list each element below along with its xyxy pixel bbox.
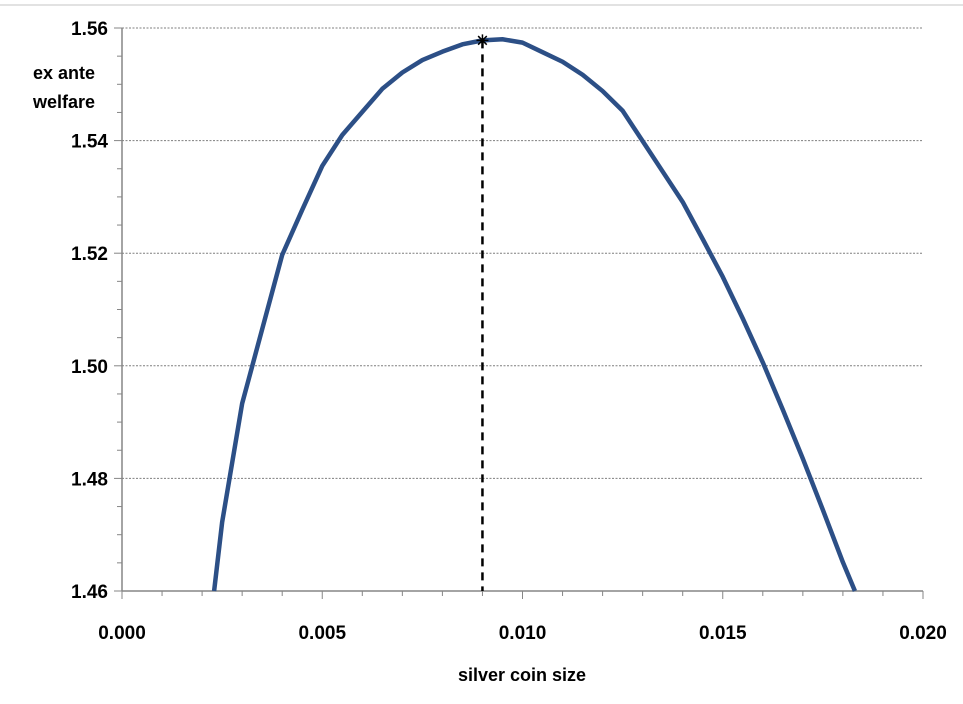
y-axis-title-line-1: ex ante <box>33 63 95 83</box>
optimum-marker <box>476 34 489 47</box>
x-tick-label-0: 0.000 <box>98 623 146 644</box>
y-tick-label-2: 1.50 <box>71 357 108 378</box>
axes <box>114 27 924 599</box>
grid-lines <box>122 27 923 479</box>
x-tick-labels: 0.000 0.005 0.010 0.015 0.020 <box>98 623 947 644</box>
series-group <box>211 37 857 592</box>
y-tick-label-0: 1.46 <box>71 582 108 603</box>
y-tick-label-3: 1.52 <box>71 244 108 265</box>
y-tick-labels: 1.46 1.48 1.50 1.52 1.54 1.56 <box>71 19 108 603</box>
x-tick-label-4: 0.020 <box>899 623 947 644</box>
optimum-marker-stroke-3 <box>477 35 488 46</box>
series-line-0 <box>211 37 857 592</box>
x-tick-label-1: 0.005 <box>298 623 346 644</box>
x-tick-label-3: 0.015 <box>699 623 747 644</box>
annotations <box>476 34 489 591</box>
y-axis-title-line-2: welfare <box>32 92 95 112</box>
y-tick-label-1: 1.48 <box>71 469 108 490</box>
x-axis-title: silver coin size <box>458 665 586 685</box>
y-tick-label-5: 1.56 <box>71 19 108 40</box>
x-tick-label-2: 0.010 <box>499 623 547 644</box>
y-tick-label-4: 1.54 <box>71 132 108 153</box>
